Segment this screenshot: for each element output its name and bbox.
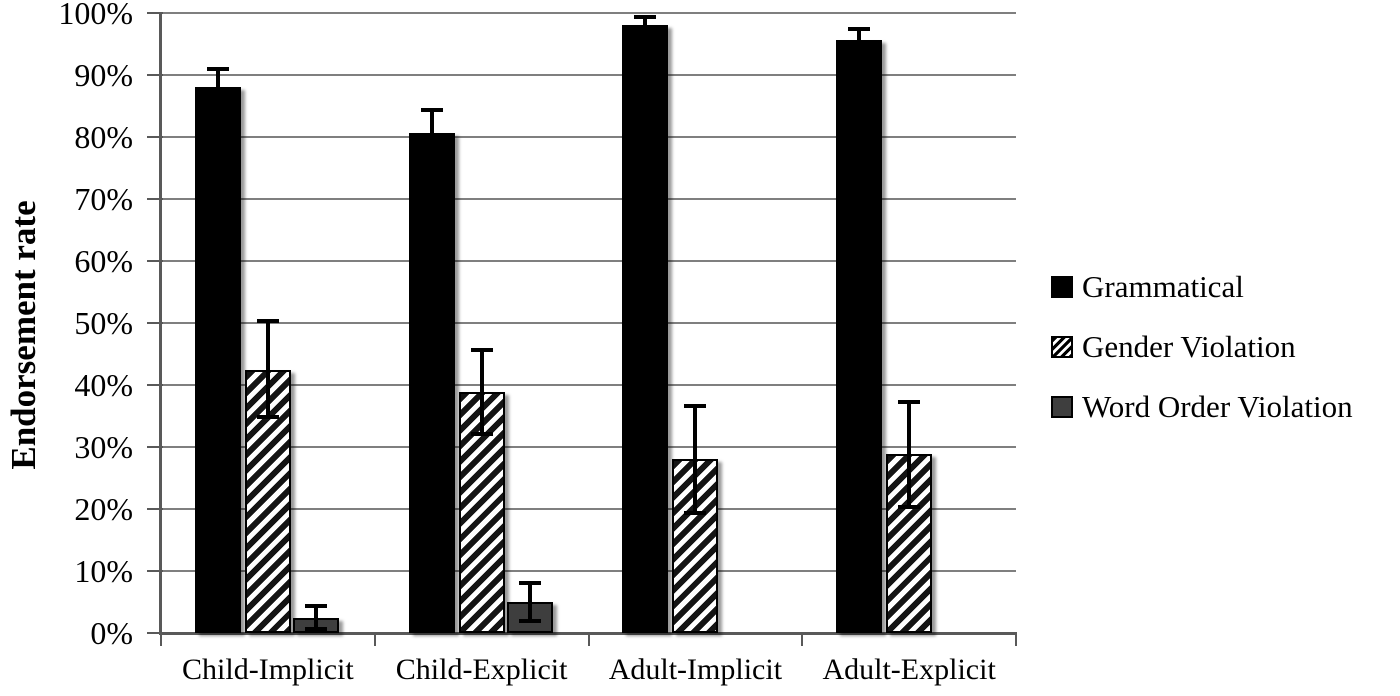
y-tick-label: 60% [74, 243, 133, 279]
x-category-label: Child-Implicit [182, 653, 354, 686]
error-bar-cap-top [206, 66, 229, 71]
error-bar-cap-bottom [304, 626, 327, 631]
error-bar-cap-bottom [684, 510, 707, 515]
bar-solid-black-child-explicit [408, 132, 455, 633]
bar-diagonal-hatch-child-explicit [458, 392, 505, 633]
error-bar-cap-bottom [518, 618, 541, 623]
error-bar [643, 16, 648, 35]
bar-diagonal-hatch-adult-explicit [886, 454, 933, 633]
error-bar [907, 402, 912, 507]
y-tick-label: 90% [74, 57, 133, 93]
x-category-label: Adult-Implicit [608, 653, 783, 686]
legend-label: Gender Violation [1082, 329, 1296, 364]
x-axis-tick [160, 633, 162, 646]
y-tick-label: 30% [74, 429, 133, 465]
y-tick-label: 100% [58, 0, 133, 31]
error-bar-cap-bottom [206, 104, 229, 108]
error-bar-cap-bottom [420, 153, 443, 158]
error-bar [857, 29, 862, 52]
y-tick-label: 20% [74, 491, 133, 527]
error-bar-cap-bottom [848, 49, 871, 54]
y-axis-tick [147, 260, 163, 262]
legend-item: Word Order Violation [1051, 389, 1353, 425]
y-axis-line [159, 13, 162, 635]
bar-solid-black-child-implicit [194, 87, 241, 633]
error-bar-cap-bottom [898, 504, 921, 509]
error-bar [527, 583, 532, 621]
x-axis-tick [587, 633, 590, 646]
gridline [161, 198, 1016, 200]
error-bar-cap-top [898, 400, 921, 405]
y-axis-tick [147, 508, 163, 510]
error-bar-cap-bottom [470, 431, 493, 436]
y-axis-tick [147, 12, 163, 14]
error-bar-cap-top [420, 107, 443, 112]
gridline [161, 12, 1016, 14]
error-bar-cap-bottom [256, 414, 279, 419]
legend-item: Grammatical [1051, 269, 1244, 305]
y-axis-tick [147, 136, 163, 138]
error-bar-cap-top [256, 319, 279, 324]
x-axis-tick [1015, 633, 1017, 646]
error-bar [215, 68, 220, 106]
error-bar-cap-top [304, 604, 327, 609]
y-axis-tick [147, 198, 163, 200]
x-category-label: Child-Explicit [395, 653, 568, 686]
y-axis-tick [147, 74, 163, 76]
error-bar [479, 350, 484, 434]
error-bar-cap-top [848, 27, 871, 32]
bar-solid-black-adult-explicit [836, 40, 883, 633]
legend-swatch-icon [1051, 276, 1073, 298]
error-bar [313, 606, 318, 629]
error-bar-cap-bottom [634, 32, 657, 37]
y-axis-tick [147, 570, 163, 572]
legend-label: Grammatical [1082, 269, 1244, 304]
error-bar [429, 109, 434, 156]
gridline [161, 74, 1016, 76]
y-tick-label: 50% [74, 305, 133, 341]
error-bar [265, 321, 270, 417]
error-bar-cap-top [684, 404, 707, 409]
gridline [161, 260, 1016, 262]
bar-solid-black-adult-implicit [622, 25, 669, 633]
y-axis-tick [147, 446, 163, 448]
error-bar [693, 406, 698, 513]
error-bar-cap-top [634, 14, 657, 19]
y-axis-tick [147, 632, 163, 634]
legend-label: Word Order Violation [1082, 389, 1353, 424]
legend-item: Gender Violation [1051, 329, 1296, 365]
y-tick-label: 10% [74, 553, 133, 589]
x-axis-tick [801, 633, 804, 646]
gridline [161, 136, 1016, 138]
x-axis-tick [373, 633, 376, 646]
legend-swatch-icon [1051, 396, 1073, 418]
error-bar-cap-top [470, 348, 493, 353]
y-tick-label: 40% [74, 367, 133, 403]
y-axis-tick [147, 322, 163, 324]
y-tick-label: 80% [74, 119, 133, 155]
y-axis-tick [147, 384, 163, 386]
gridline [161, 322, 1016, 324]
gridline [161, 570, 1016, 572]
legend-swatch-icon [1051, 336, 1073, 358]
gridline [161, 508, 1016, 510]
gridline [161, 384, 1016, 386]
x-category-label: Adult-Explicit [822, 653, 996, 686]
y-tick-label: 70% [74, 181, 133, 217]
y-tick-label: 0% [90, 615, 133, 651]
gridline [161, 446, 1016, 448]
error-bar-cap-top [518, 581, 541, 586]
